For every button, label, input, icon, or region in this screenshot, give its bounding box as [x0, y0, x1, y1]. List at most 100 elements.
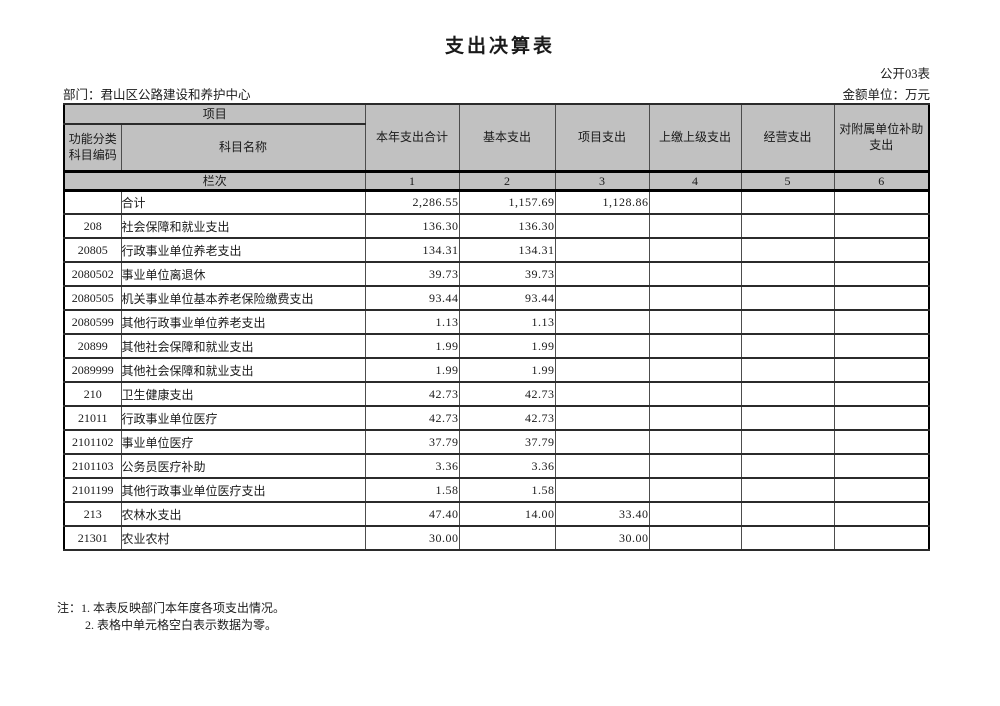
row-subject-name-cell: 行政事业单位医疗 — [120, 405, 366, 432]
table-row: 合计 2,286.55 1,157.69 1,128.86 — [63, 189, 930, 216]
row-value-cell — [833, 477, 930, 504]
row-subject-name-cell: 其他行政事业单位医疗支出 — [120, 477, 366, 504]
row-value-cell — [833, 261, 930, 288]
header-project-expenditure: 项目支出 — [554, 103, 650, 172]
row-code-cell: 2101102 — [63, 429, 122, 456]
row-code-cell — [63, 189, 122, 216]
row-value-cell — [740, 333, 835, 360]
row-code-cell: 2101199 — [63, 477, 122, 504]
row-value-cell: 1.13 — [364, 309, 460, 336]
table-row: 213 农林水支出 47.40 14.00 33.40 — [63, 501, 930, 528]
expenditure-table: 项目 本年支出合计 基本支出 项目支出 上缴上级支出 经营支出 对附属单位补助支… — [63, 103, 931, 552]
row-value-cell — [833, 357, 930, 384]
row-value-cell: 1.99 — [458, 333, 556, 360]
row-value-cell: 42.73 — [364, 405, 460, 432]
row-value-cell — [648, 357, 742, 384]
column-index-3: 3 — [554, 169, 650, 192]
row-value-cell: 37.79 — [458, 429, 556, 456]
row-subject-name-cell: 行政事业单位养老支出 — [120, 237, 366, 264]
row-subject-name-cell: 社会保障和就业支出 — [120, 213, 366, 240]
row-code-cell: 213 — [63, 501, 122, 528]
row-code-cell: 2080599 — [63, 309, 122, 336]
row-value-cell: 3.36 — [458, 453, 556, 480]
row-value-cell: 39.73 — [364, 261, 460, 288]
department-label: 部门：君山区公路建设和养护中心 — [63, 88, 251, 102]
row-value-cell — [833, 213, 930, 240]
header-column-index-label: 栏次 — [63, 169, 366, 192]
row-value-cell — [554, 333, 650, 360]
row-subject-name-cell: 公务员医疗补助 — [120, 453, 366, 480]
row-value-cell: 42.73 — [364, 381, 460, 408]
row-value-cell — [833, 525, 930, 552]
table-row: 20899 其他社会保障和就业支出 1.99 1.99 — [63, 333, 930, 360]
row-value-cell — [648, 453, 742, 480]
row-value-cell: 1,128.86 — [554, 189, 650, 216]
row-value-cell: 1.99 — [458, 357, 556, 384]
row-value-cell — [833, 333, 930, 360]
row-value-cell: 136.30 — [364, 213, 460, 240]
row-value-cell — [833, 453, 930, 480]
table-row: 2101103 公务员医疗补助 3.36 3.36 — [63, 453, 930, 480]
row-subject-name-cell: 其他行政事业单位养老支出 — [120, 309, 366, 336]
header-project: 项目 — [63, 103, 366, 125]
row-subject-name-cell: 其他社会保障和就业支出 — [120, 333, 366, 360]
row-subject-name-cell: 卫生健康支出 — [120, 381, 366, 408]
row-value-cell — [833, 237, 930, 264]
row-value-cell — [740, 237, 835, 264]
row-value-cell — [833, 285, 930, 312]
row-value-cell: 14.00 — [458, 501, 556, 528]
row-code-cell: 2080505 — [63, 285, 122, 312]
row-value-cell — [648, 285, 742, 312]
header-total-expenditure: 本年支出合计 — [364, 103, 460, 172]
row-value-cell — [554, 357, 650, 384]
row-value-cell — [554, 285, 650, 312]
row-value-cell: 42.73 — [458, 381, 556, 408]
table-row: 2080505 机关事业单位基本养老保险缴费支出 93.44 93.44 — [63, 285, 930, 312]
row-value-cell — [740, 477, 835, 504]
row-value-cell: 1.13 — [458, 309, 556, 336]
row-value-cell — [648, 213, 742, 240]
row-value-cell — [740, 501, 835, 528]
row-value-cell — [740, 285, 835, 312]
table-row: 210 卫生健康支出 42.73 42.73 — [63, 381, 930, 408]
row-value-cell — [648, 237, 742, 264]
row-value-cell — [740, 213, 835, 240]
header-basic-expenditure: 基本支出 — [458, 103, 556, 172]
table-row: 2080599 其他行政事业单位养老支出 1.13 1.13 — [63, 309, 930, 336]
row-subject-name-cell: 事业单位离退休 — [120, 261, 366, 288]
row-value-cell: 1.99 — [364, 357, 460, 384]
table-code-label: 公开03表 — [879, 67, 930, 81]
row-value-cell: 134.31 — [458, 237, 556, 264]
row-value-cell: 1.99 — [364, 333, 460, 360]
page-title: 支出决算表 — [444, 36, 555, 57]
row-value-cell — [740, 309, 835, 336]
row-value-cell — [740, 189, 835, 216]
row-subject-name-cell: 事业单位医疗 — [120, 429, 366, 456]
table-row: 2080502 事业单位离退休 39.73 39.73 — [63, 261, 930, 288]
row-value-cell — [648, 333, 742, 360]
row-value-cell: 39.73 — [458, 261, 556, 288]
row-value-cell: 93.44 — [364, 285, 460, 312]
row-value-cell — [740, 381, 835, 408]
row-value-cell: 30.00 — [554, 525, 650, 552]
row-code-cell: 2101103 — [63, 453, 122, 480]
row-value-cell — [833, 189, 930, 216]
row-value-cell: 136.30 — [458, 213, 556, 240]
row-value-cell: 93.44 — [458, 285, 556, 312]
row-value-cell — [554, 381, 650, 408]
row-value-cell: 2,286.55 — [364, 189, 460, 216]
row-value-cell — [554, 237, 650, 264]
row-value-cell — [554, 405, 650, 432]
row-code-cell: 2080502 — [63, 261, 122, 288]
header-upper-level-expenditure: 上缴上级支出 — [648, 103, 742, 172]
row-value-cell — [648, 429, 742, 456]
row-code-cell: 2089999 — [63, 357, 122, 384]
header-function-code: 功能分类科目编码 — [63, 123, 122, 172]
row-value-cell — [648, 309, 742, 336]
row-code-cell: 21301 — [63, 525, 122, 552]
row-value-cell — [833, 501, 930, 528]
column-index-6: 6 — [833, 169, 930, 192]
row-value-cell — [554, 477, 650, 504]
row-value-cell — [648, 405, 742, 432]
